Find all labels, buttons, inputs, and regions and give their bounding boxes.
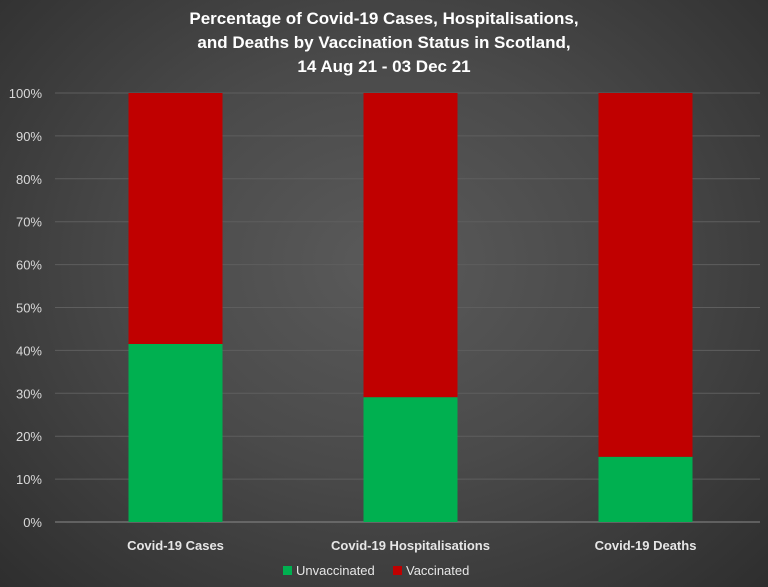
bar-vaccinated xyxy=(598,93,693,457)
legend-label: Unvaccinated xyxy=(296,563,375,578)
y-tick-label: 60% xyxy=(16,258,42,273)
y-tick-label: 90% xyxy=(16,129,42,144)
x-category-label: Covid-19 Deaths xyxy=(595,538,697,553)
y-tick-label: 0% xyxy=(23,515,42,530)
bar-unvaccinated xyxy=(363,397,458,522)
legend-swatch-unvaccinated xyxy=(283,566,292,575)
y-tick-label: 80% xyxy=(16,172,42,187)
legend-label: Vaccinated xyxy=(406,563,469,578)
y-tick-label: 10% xyxy=(16,472,42,487)
y-tick-label: 70% xyxy=(16,215,42,230)
bar-unvaccinated xyxy=(128,343,223,522)
bar-vaccinated xyxy=(363,93,458,398)
chart-title-line: Percentage of Covid-19 Cases, Hospitalis… xyxy=(189,9,578,28)
y-tick-label: 20% xyxy=(16,429,42,444)
bar-unvaccinated xyxy=(598,456,693,522)
y-tick-label: 30% xyxy=(16,386,42,401)
y-tick-label: 100% xyxy=(9,86,43,101)
bar-vaccinated xyxy=(128,93,223,344)
legend-swatch-vaccinated xyxy=(393,566,402,575)
chart-title-line: 14 Aug 21 - 03 Dec 21 xyxy=(297,57,470,76)
x-category-label: Covid-19 Hospitalisations xyxy=(331,538,490,553)
y-tick-label: 40% xyxy=(16,343,42,358)
chart-title-line: and Deaths by Vaccination Status in Scot… xyxy=(197,33,570,52)
x-category-label: Covid-19 Cases xyxy=(127,538,224,553)
y-tick-label: 50% xyxy=(16,301,42,316)
